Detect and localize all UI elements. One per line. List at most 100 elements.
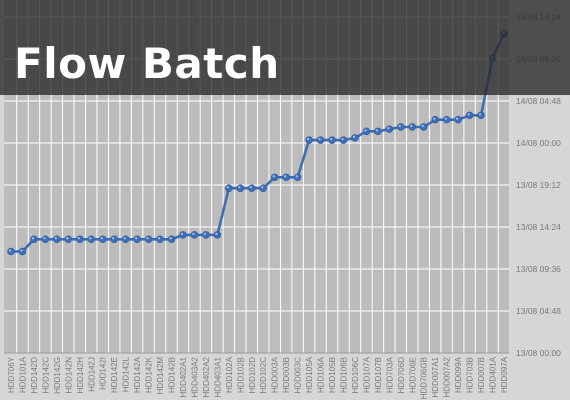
data-point-highlight — [66, 237, 69, 240]
data-point — [167, 235, 176, 243]
y-tick-label: 13/08 04:48 — [516, 306, 561, 316]
series-line — [7, 29, 508, 256]
title-band: Flow Batch — [0, 0, 570, 95]
data-point-highlight — [89, 237, 92, 240]
data-point-highlight — [135, 237, 138, 240]
x-tick-label: HDD142B — [168, 357, 177, 393]
data-point — [156, 235, 164, 243]
data-point-highlight — [352, 135, 356, 138]
data-point-highlight — [203, 232, 207, 235]
x-tick-label: HDD102C — [259, 357, 268, 394]
data-point-highlight — [272, 175, 275, 178]
data-point — [374, 127, 382, 136]
data-point — [64, 235, 73, 243]
data-point — [87, 235, 95, 243]
data-point-highlight — [387, 127, 390, 130]
x-tick-label: HDD142A — [133, 356, 142, 393]
data-point-highlight — [238, 186, 241, 189]
x-tick-label: HDD102D — [248, 357, 257, 394]
data-point-highlight — [444, 117, 447, 120]
data-point-highlight — [433, 117, 436, 120]
data-point — [420, 123, 428, 131]
data-point-highlight — [157, 237, 161, 240]
y-tick-label: 13/08 09:36 — [516, 264, 561, 274]
x-tick-label: HDD003C — [294, 357, 303, 394]
data-point — [408, 123, 416, 131]
data-point-highlight — [295, 175, 298, 178]
x-tick-label: HDD703A — [385, 356, 394, 393]
x-tick-label: HDD142H — [76, 357, 85, 394]
x-tick-label: HDD706GB — [420, 357, 429, 399]
data-point-highlight — [306, 137, 310, 141]
x-tick-label: HDD402A1 — [179, 356, 188, 397]
data-point-highlight — [43, 237, 46, 240]
x-tick-label: HDD007A1 — [431, 356, 440, 397]
data-point — [133, 235, 141, 243]
data-point-highlight — [329, 137, 333, 141]
x-tick-label: HDD003A — [271, 356, 280, 393]
data-point — [362, 127, 371, 136]
x-tick-label: HDD007B — [477, 357, 486, 393]
data-point — [270, 173, 279, 181]
data-point-highlight — [375, 129, 378, 132]
data-point-highlight — [180, 232, 184, 235]
data-point — [397, 123, 405, 131]
x-tick-label: HDD106B — [339, 357, 348, 393]
y-tick-label: 14/08 00:00 — [516, 138, 561, 148]
data-point-highlight — [249, 186, 252, 189]
x-tick-label: HDD102B — [236, 357, 245, 393]
x-tick-label: HDD403A2 — [190, 356, 199, 397]
data-point-highlight — [100, 237, 103, 240]
data-point-highlight — [261, 186, 264, 189]
x-tick-label: HDD142J — [87, 357, 96, 392]
data-point-highlight — [410, 124, 413, 128]
data-point — [179, 231, 187, 239]
x-tick-label: HDD142G — [53, 357, 62, 394]
data-point-highlight — [421, 124, 424, 128]
data-point-highlight — [169, 237, 172, 240]
x-tick-label: HDD142I — [99, 357, 108, 390]
x-tick-label: HDD102A — [225, 356, 234, 393]
x-tick-label: HDD142C — [41, 357, 50, 394]
data-point — [7, 247, 15, 256]
data-point-highlight — [341, 137, 344, 141]
data-point-highlight — [284, 175, 287, 178]
data-point — [431, 115, 439, 124]
data-point-highlight — [31, 237, 35, 240]
data-point — [305, 136, 313, 144]
x-tick-label: HDD105A — [305, 356, 314, 393]
data-point — [351, 134, 359, 142]
data-point-highlight — [77, 237, 80, 240]
x-tick-label: HDD097A — [500, 356, 509, 393]
data-point — [18, 247, 27, 256]
x-tick-label: HDD142L — [122, 356, 131, 392]
x-tick-label: HDD106A — [317, 356, 326, 393]
data-point — [99, 235, 107, 243]
x-tick-label: HDD703B — [466, 357, 475, 393]
data-point-highlight — [467, 113, 470, 116]
data-point — [442, 115, 451, 124]
x-tick-label: HDD105B — [328, 357, 337, 393]
x-tick-label: HDD706E — [408, 357, 417, 393]
data-point — [30, 235, 38, 243]
x-tick-label: HDD142M — [156, 357, 165, 395]
y-tick-label: 13/08 00:00 — [516, 348, 561, 358]
data-point-highlight — [112, 237, 115, 240]
x-tick-label: HDD403A1 — [213, 356, 222, 397]
data-point — [144, 235, 153, 243]
x-tick-label: HDD099A — [454, 356, 463, 393]
data-point-highlight — [54, 237, 57, 240]
data-point — [110, 235, 118, 243]
data-point — [121, 235, 130, 243]
x-tick-label: HDD107A — [362, 356, 371, 393]
x-tick-label: HDD106C — [351, 357, 360, 394]
data-point — [316, 136, 325, 144]
data-point — [465, 111, 474, 119]
x-tick-label: HDD706D — [397, 357, 406, 394]
data-point-highlight — [20, 249, 23, 252]
x-tick-label: HDD003B — [282, 357, 291, 393]
data-point-highlight — [215, 232, 218, 235]
data-point — [248, 184, 256, 192]
x-tick-label: HDD706Y — [7, 356, 16, 393]
